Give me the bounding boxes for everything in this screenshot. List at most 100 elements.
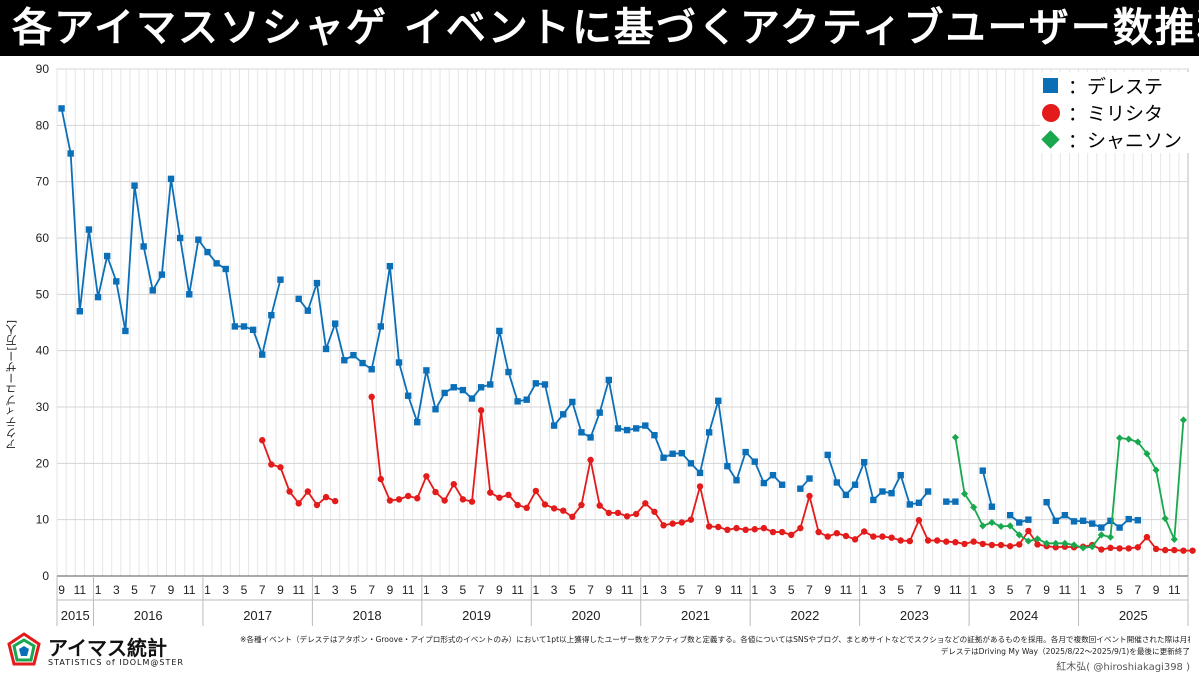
- x-tick-label: 3: [332, 583, 339, 597]
- x-tick-label: 9: [58, 583, 65, 597]
- data-point: [1016, 541, 1023, 548]
- data-point: [1116, 524, 1123, 531]
- data-point: [487, 381, 494, 388]
- x-tick-label: 5: [897, 583, 904, 597]
- data-point: [423, 473, 430, 480]
- data-point: [213, 260, 220, 267]
- data-point: [523, 396, 530, 403]
- data-point: [1116, 545, 1123, 552]
- data-point: [760, 479, 768, 487]
- x-tick-label: 3: [113, 583, 120, 597]
- year-label: 2024: [1009, 608, 1038, 623]
- x-tick-label: 1: [95, 583, 102, 597]
- data-point: [313, 501, 321, 509]
- grid: [56, 68, 1189, 577]
- x-tick-label: 9: [277, 583, 284, 597]
- x-tick-label: 11: [1168, 583, 1181, 597]
- data-point: [331, 497, 339, 505]
- data-point: [404, 392, 412, 399]
- data-point: [915, 517, 923, 524]
- data-point: [268, 311, 275, 319]
- x-tick-label: 11: [949, 583, 962, 597]
- legend-label: ：シャニソン: [1068, 130, 1183, 152]
- data-point: [842, 491, 850, 499]
- x-tick-label: 11: [292, 583, 305, 597]
- data-point: [541, 501, 549, 508]
- data-point: [569, 398, 576, 406]
- data-point: [1025, 516, 1032, 523]
- data-point: [1006, 511, 1014, 519]
- data-point: [341, 357, 348, 364]
- data-point: [1097, 531, 1105, 539]
- data-point: [1106, 533, 1115, 541]
- data-point: [642, 422, 649, 429]
- data-point: [879, 488, 886, 495]
- data-point: [651, 431, 658, 439]
- legend-item-shanison: ：シャニソン: [1040, 126, 1190, 153]
- x-tick-label: 11: [402, 583, 415, 597]
- data-point: [277, 276, 284, 283]
- data-point: [1171, 546, 1178, 554]
- data-point: [505, 368, 512, 376]
- data-point: [988, 541, 996, 549]
- data-point: [1189, 547, 1196, 554]
- data-point: [696, 469, 704, 477]
- data-point: [277, 464, 284, 471]
- data-point: [733, 524, 740, 532]
- data-point: [377, 475, 384, 483]
- data-point: [614, 509, 622, 517]
- data-point: [477, 407, 485, 414]
- data-point: [1015, 531, 1023, 539]
- data-point: [1143, 533, 1151, 541]
- x-tick-label: 1: [533, 583, 540, 597]
- data-point: [678, 449, 685, 457]
- x-tick-label: 9: [934, 583, 941, 597]
- x-tick-label: 3: [1098, 583, 1105, 597]
- data-point: [1107, 517, 1114, 524]
- x-tick-label: 11: [511, 583, 524, 597]
- x-tick-label: 11: [621, 583, 634, 597]
- footnote: ※各種イベント（デレステはアタポン・Groove・アイプロ形式のイベントのみ）に…: [240, 635, 1190, 644]
- x-tick-label: 5: [131, 583, 138, 597]
- data-point: [1043, 539, 1051, 547]
- data-point: [441, 389, 448, 397]
- x-tick-label: 3: [551, 583, 558, 597]
- year-label: 2016: [134, 608, 163, 623]
- year-label: 2017: [243, 608, 272, 623]
- data-point: [988, 518, 996, 527]
- x-tick-label: 1: [204, 583, 211, 597]
- data-point: [1152, 545, 1160, 553]
- x-tick-label: 11: [1059, 583, 1072, 597]
- data-point: [295, 295, 302, 303]
- data-point: [587, 456, 594, 464]
- data-point: [94, 293, 102, 301]
- data-point: [295, 500, 302, 507]
- data-point: [797, 524, 804, 532]
- data-point: [742, 448, 749, 456]
- data-point: [660, 454, 667, 461]
- data-point: [715, 523, 722, 531]
- data-point: [705, 523, 713, 530]
- data-point: [1070, 541, 1078, 549]
- series-line: [60, 108, 282, 358]
- logo-icon: [7, 632, 41, 666]
- data-point: [1107, 544, 1114, 552]
- data-point: [1180, 547, 1187, 554]
- year-label: 2021: [681, 608, 710, 623]
- x-tick-label: 1: [1080, 583, 1087, 597]
- y-tick-label: 30: [36, 400, 50, 414]
- data-point: [943, 498, 950, 505]
- data-point: [988, 503, 996, 510]
- data-point: [1033, 535, 1042, 543]
- data-point: [952, 539, 959, 546]
- data-point: [1016, 519, 1023, 526]
- data-point: [1079, 544, 1087, 552]
- data-point: [1143, 450, 1151, 458]
- year-label: 2025: [1119, 608, 1148, 623]
- data-point: [304, 307, 312, 314]
- data-point: [742, 526, 749, 534]
- data-point: [632, 510, 640, 518]
- logo: アイマス統計 STATISTICS of IDOLM@STER: [6, 632, 206, 672]
- data-point: [924, 488, 932, 495]
- data-point: [888, 534, 895, 541]
